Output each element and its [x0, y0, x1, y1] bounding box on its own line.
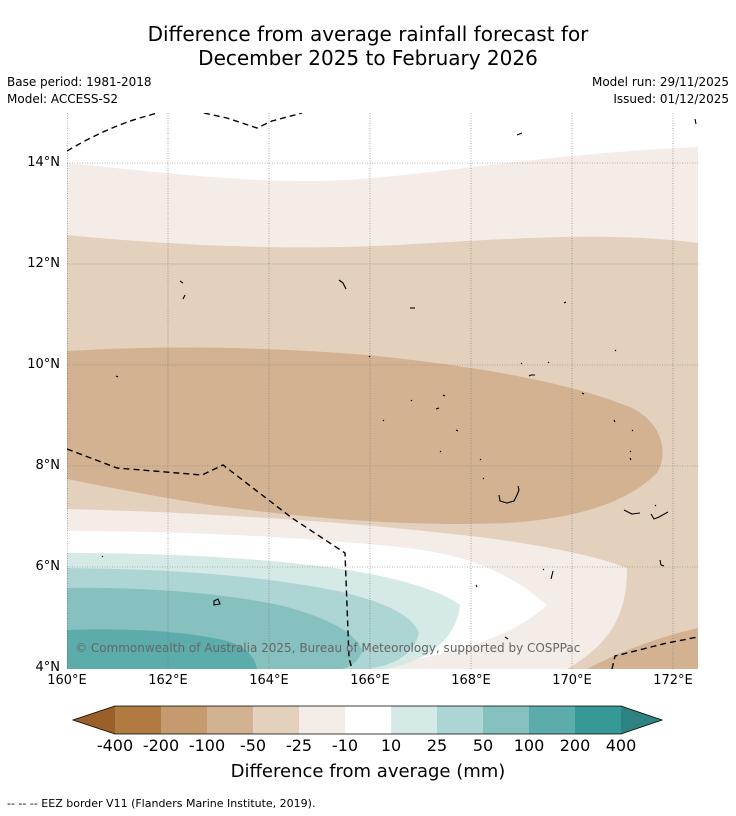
issued-date: Issued: 01/12/2025: [613, 92, 729, 106]
lat-label-10n: 10°N: [27, 357, 60, 372]
colorbar-tick-50: 50: [472, 736, 494, 755]
colorbar-tick-minus200: -200: [142, 736, 180, 755]
colorbar-extend-high: [621, 706, 662, 734]
colorbar-extend-low: [73, 706, 115, 734]
colorbar-outline: [71, 705, 664, 735]
lat-label-6n: 6°N: [35, 559, 61, 574]
colorbar-swatch-minus100-minus50: [207, 706, 253, 734]
lon-label-160e: 160°E: [47, 673, 87, 688]
colorbar-swatch-minus10-10: [345, 706, 391, 734]
title-line-1: Difference from average rainfall forecas…: [147, 22, 589, 46]
colorbar-tick-minus50: -50: [239, 736, 267, 755]
colorbar-label: Difference from average (mm): [230, 761, 506, 782]
colorbar-swatch-minus25-minus10: [299, 706, 345, 734]
lon-label-170e: 170°E: [552, 673, 592, 688]
colorbar-tick-minus400: -400: [96, 736, 134, 755]
colorbar-tick-100: 100: [513, 736, 545, 755]
colorbar-tick-10: 10: [380, 736, 402, 755]
colorbar-tick-200: 200: [559, 736, 591, 755]
lon-label-166e: 166°E: [350, 673, 390, 688]
colorbar-swatch-minus50-minus25: [253, 706, 299, 734]
colorbar: [71, 705, 664, 735]
colorbar-swatch-minus200-minus100: [161, 706, 207, 734]
base-period: Base period: 1981-2018: [7, 75, 152, 89]
contour-band-100-200: [67, 629, 257, 669]
eez-footnote: -- -- -- EEZ border V11 (Flanders Marine…: [7, 797, 316, 810]
title-line-2: December 2025 to February 2026: [198, 46, 538, 70]
colorbar-tick-400: 400: [605, 736, 637, 755]
model-run: Model run: 29/11/2025: [591, 75, 729, 89]
contour-band-minus50-100: [67, 347, 663, 524]
lat-label-12n: 12°N: [27, 256, 60, 271]
copyright-notice: © Commonwealth of Australia 2025, Bureau…: [75, 641, 581, 655]
colorbar-swatch-10-25: [391, 706, 437, 734]
meta-left: Base period: 1981-2018 Model: ACCESS-S2: [7, 74, 152, 108]
colorbar-tick-minus100: -100: [188, 736, 226, 755]
lat-label-14n: 14°N: [27, 155, 60, 170]
colorbar-swatch-100-200: [529, 706, 575, 734]
colorbar-swatch-minus400-minus200: [115, 706, 161, 734]
lat-label-8n: 8°N: [35, 458, 61, 473]
colorbar-swatch-25-50: [437, 706, 483, 734]
lon-label-172e: 172°E: [653, 673, 693, 688]
meta-right: Model run: 29/11/2025 Issued: 01/12/2025: [592, 74, 729, 108]
islands: [101, 118, 697, 640]
lon-label-162e: 162°E: [148, 673, 188, 688]
chart-title: Difference from average rainfall forecas…: [0, 22, 736, 70]
model-name: Model: ACCESS-S2: [7, 92, 119, 106]
lat-label-4n: 4°N: [35, 660, 61, 675]
colorbar-swatch-50-100: [483, 706, 529, 734]
colorbar-tick-minus25: -25: [285, 736, 313, 755]
map-gridlines: [67, 113, 698, 669]
colorbar-tick-25: 25: [426, 736, 448, 755]
rainfall-map: [67, 113, 698, 669]
colorbar-swatch-200-400: [575, 706, 621, 734]
lon-label-168e: 168°E: [451, 673, 491, 688]
lon-label-164e: 164°E: [249, 673, 289, 688]
colorbar-tick-minus10: -10: [331, 736, 359, 755]
eez-borders: [67, 113, 698, 669]
